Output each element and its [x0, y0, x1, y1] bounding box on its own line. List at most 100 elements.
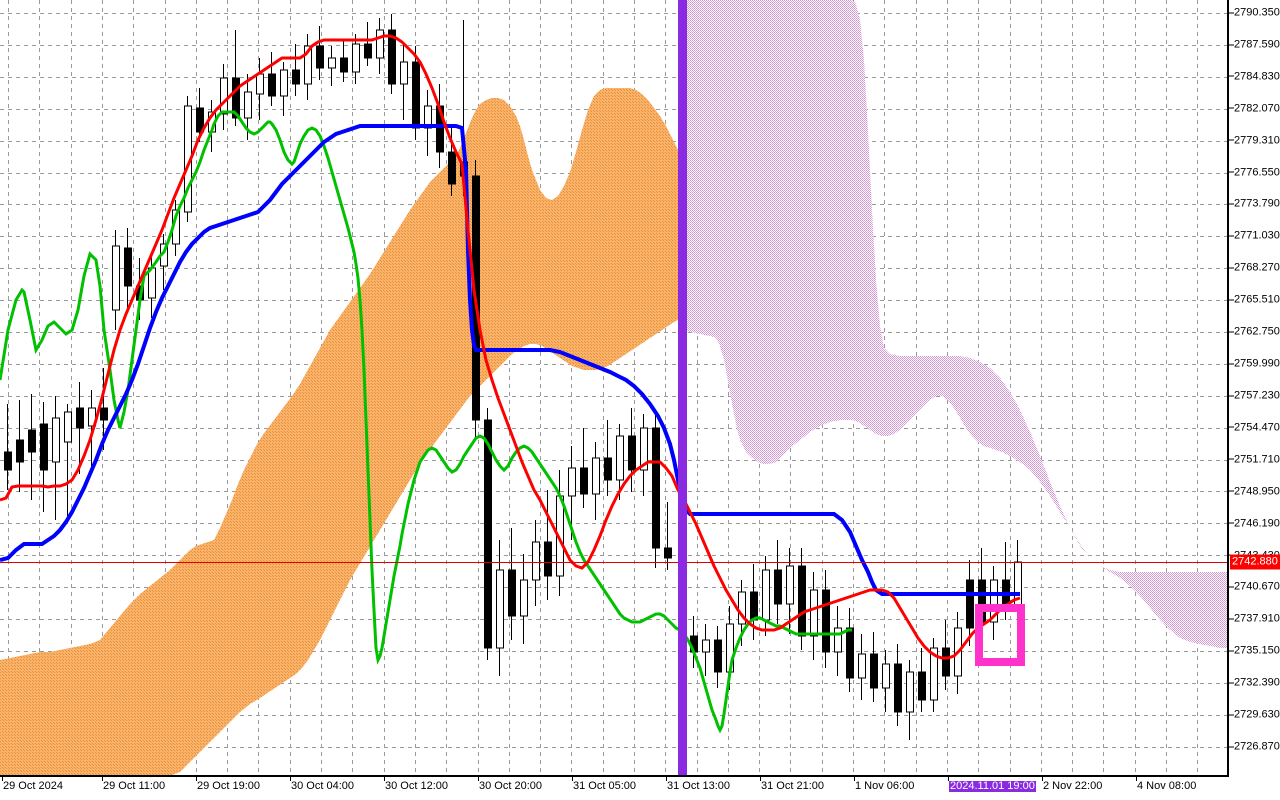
price-tick-mark	[1229, 395, 1234, 397]
price-tick-label: 2729.630	[1229, 708, 1280, 721]
candle-body	[568, 467, 576, 497]
price-tick-text: 2740.670	[1234, 580, 1280, 593]
price-tick-mark	[1229, 331, 1234, 333]
price-tick-text: 2787.590	[1234, 38, 1280, 51]
price-tick-mark	[1229, 107, 1234, 109]
price-tick-label: 2768.270	[1229, 262, 1280, 274]
price-tick-label: 2787.590	[1229, 39, 1280, 50]
candle-body	[328, 57, 336, 69]
grid-line-vertical	[165, 0, 166, 775]
price-tick-text: 2729.630	[1234, 708, 1280, 721]
price-tick-label: 2746.190	[1229, 518, 1280, 529]
grid-line-vertical	[1041, 0, 1042, 775]
time-tick-label: 29 Oct 11:00	[103, 780, 166, 792]
price-tick-mark	[1229, 139, 1234, 141]
price-tick-label: 2751.710	[1229, 454, 1280, 465]
candle-body	[616, 435, 624, 481]
price-tick-label: 2765.510	[1229, 294, 1280, 306]
price-tick-mark	[1229, 458, 1234, 460]
candle-body	[580, 467, 588, 495]
grid-line-horizontal	[0, 715, 1227, 716]
price-tick-label: 2784.830	[1229, 71, 1280, 82]
candle-body	[640, 427, 648, 471]
candle-body	[966, 579, 974, 629]
candle-body	[628, 435, 636, 471]
price-tick-label: 2757.230	[1229, 390, 1280, 401]
grid-line-horizontal	[0, 396, 1227, 397]
grid-line-horizontal	[0, 364, 1227, 365]
candle-body	[906, 671, 914, 713]
candle-body	[882, 663, 890, 689]
candle-body	[40, 423, 48, 471]
price-tick-label: 2754.470	[1229, 422, 1280, 433]
vertical-time-marker[interactable]	[678, 0, 687, 775]
price-tick-mark	[1229, 171, 1234, 173]
senkou-cloud-bearish	[0, 88, 678, 775]
time-tick-label: 30 Oct 12:00	[385, 780, 448, 792]
grid-line-horizontal	[0, 428, 1227, 429]
grid-line-vertical	[728, 0, 729, 775]
time-tick-mark	[666, 777, 667, 781]
grid-line-vertical	[71, 0, 72, 775]
price-tick-text: 2762.750	[1234, 325, 1280, 338]
time-scale[interactable]: 29 Oct 2024 29 Oct 11:00 29 Oct 19:00 30 Oc…	[0, 777, 1229, 800]
time-tick-mark	[1042, 777, 1043, 781]
selection-rectangle[interactable]	[975, 604, 1025, 666]
time-tick-label: 4 Nov 08:00	[1137, 780, 1197, 792]
candle-body	[990, 579, 998, 623]
price-tick-text: 2748.950	[1234, 485, 1280, 498]
grid-line-vertical	[102, 0, 103, 775]
grid-line-vertical	[1010, 0, 1011, 775]
price-tick-label: 2732.390	[1229, 677, 1280, 689]
candle-body	[798, 565, 806, 637]
grid-line-horizontal	[0, 587, 1227, 588]
grid-line-horizontal	[0, 13, 1227, 14]
candle-body	[942, 647, 950, 677]
price-tick-label: 2790.350	[1229, 7, 1280, 19]
price-tick-text: 2784.830	[1234, 70, 1280, 83]
candle-body	[112, 245, 120, 311]
candle-body	[496, 569, 504, 649]
grid-line-vertical	[227, 0, 228, 775]
candle-body	[786, 565, 794, 605]
grid-line-horizontal	[0, 460, 1227, 461]
price-tick-mark	[1229, 363, 1234, 365]
candle-body	[532, 541, 540, 581]
tenkan-sen-line	[0, 34, 1021, 660]
price-tick-mark	[1229, 235, 1234, 237]
chart-plot-area[interactable]	[0, 0, 1229, 777]
price-tick-text: 2737.910	[1234, 612, 1280, 625]
price-tick-label: 2762.750	[1229, 325, 1280, 338]
grid-line-vertical	[1072, 0, 1073, 775]
candle-body	[304, 45, 312, 85]
candle-body	[592, 457, 600, 495]
candle-body	[508, 569, 516, 617]
price-tick-text: 2726.870	[1234, 740, 1280, 753]
price-tick-text: 2773.790	[1234, 197, 1280, 210]
time-tick-label: 30 Oct 04:00	[291, 780, 354, 792]
grid-line-vertical	[258, 0, 259, 775]
candle-body	[894, 663, 902, 713]
candle-body	[664, 547, 672, 559]
price-tick-label: 2726.870	[1229, 740, 1280, 753]
candle-body	[100, 407, 108, 421]
price-tick-mark	[1229, 682, 1234, 684]
candle-body	[846, 627, 854, 679]
current-price-label: 2742.880	[1230, 554, 1280, 570]
price-scale[interactable]: 2742.880 2790.350 2787.590 2784.830 2782.07…	[1229, 0, 1280, 777]
grid-line-horizontal	[0, 491, 1227, 492]
grid-line-vertical	[1135, 0, 1136, 775]
price-tick-mark	[1229, 299, 1234, 301]
time-tick-label: 29 Oct 19:00	[197, 780, 260, 792]
time-tick-mark	[102, 777, 103, 781]
price-tick-mark	[1229, 746, 1234, 748]
grid-line-vertical	[39, 0, 40, 775]
price-tick-mark	[1229, 12, 1234, 14]
indicator-lines	[0, 34, 1021, 734]
grid-line-vertical	[665, 0, 666, 775]
grid-line-vertical	[1166, 0, 1167, 775]
candle-body	[388, 29, 396, 85]
price-tick-label: 2737.910	[1229, 612, 1280, 625]
candle-body	[316, 45, 324, 69]
price-tick-text: 2735.150	[1234, 644, 1280, 657]
